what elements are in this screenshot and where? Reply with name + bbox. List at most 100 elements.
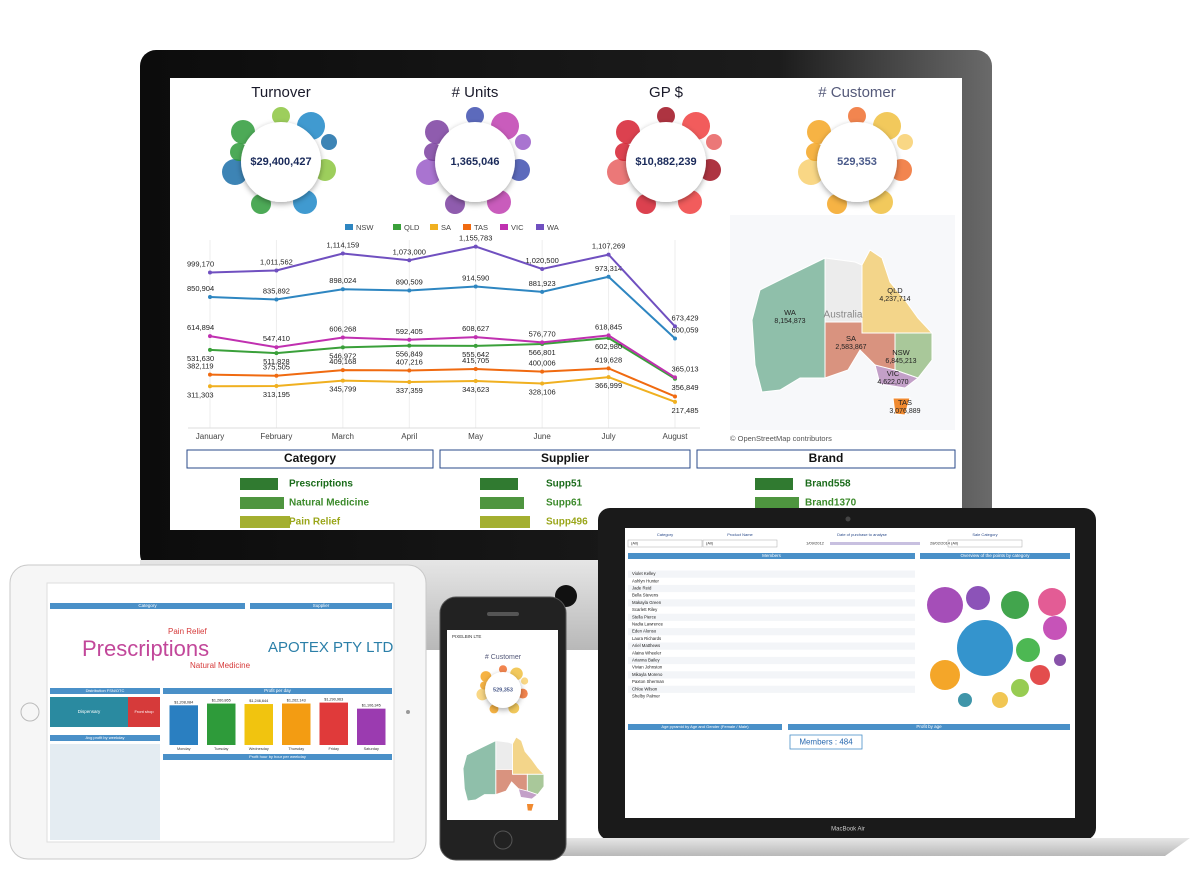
bar xyxy=(319,702,348,745)
x-tick-label: May xyxy=(468,432,483,441)
decor-bubble xyxy=(466,107,484,125)
row-stripe xyxy=(628,613,915,621)
section-title: Brand xyxy=(809,451,844,465)
count-label: Members : 484 xyxy=(799,738,853,747)
map-label: Australia xyxy=(824,310,863,321)
decor-bubble xyxy=(706,134,722,150)
data-point xyxy=(673,324,677,329)
panel-header xyxy=(163,754,392,760)
state-name: WA xyxy=(784,308,796,317)
dropdown[interactable] xyxy=(702,539,778,548)
data-point xyxy=(340,287,345,292)
kpi-value: 529,353 xyxy=(837,156,877,168)
data-label: 343,623 xyxy=(462,385,489,394)
data-point xyxy=(407,343,412,348)
kpi-circle xyxy=(435,122,515,202)
decor-bubble xyxy=(992,692,1008,708)
member-name: Makayla Green xyxy=(632,600,662,605)
row-stripe xyxy=(628,642,915,650)
date-slider[interactable] xyxy=(830,542,920,545)
kpi-circle xyxy=(626,122,706,202)
data-label: 382,119 xyxy=(187,362,214,371)
panel-header xyxy=(50,688,160,694)
state-value: 2,583,867 xyxy=(835,344,866,351)
decor-bubble xyxy=(521,677,529,685)
map-region xyxy=(892,397,911,416)
member-name: Alaina Wheeler xyxy=(632,650,662,655)
row-stripe xyxy=(628,599,915,607)
panel-header xyxy=(250,603,392,609)
row-stripe xyxy=(628,656,915,665)
panel-title: Age pyramid by Age and Gender (Female / … xyxy=(661,724,749,729)
data-label: 999,170 xyxy=(187,259,214,268)
series-line xyxy=(209,245,676,328)
series-line xyxy=(209,275,676,340)
section-header xyxy=(439,449,691,469)
panel-header xyxy=(50,735,160,741)
series-line xyxy=(209,376,676,403)
kpi-title: # Customer xyxy=(818,84,896,101)
data-point xyxy=(540,289,545,294)
data-label: 914,590 xyxy=(462,273,489,282)
dropdown[interactable] xyxy=(627,539,703,548)
state-name: SA xyxy=(846,334,856,343)
data-label: 555,642 xyxy=(462,350,489,359)
data-point xyxy=(208,347,212,352)
decor-bubble xyxy=(957,620,1013,676)
data-label: $1,262,143 xyxy=(287,699,306,703)
decor-bubble xyxy=(657,107,675,125)
decor-bubble xyxy=(848,107,866,125)
legend-swatch xyxy=(393,224,401,230)
podium-icon xyxy=(480,497,524,509)
row-stripe xyxy=(628,570,915,578)
data-label: 608,627 xyxy=(462,324,489,333)
data-point xyxy=(473,284,478,289)
data-label: 345,799 xyxy=(329,385,356,394)
state-value: 4,237,714 xyxy=(879,296,910,303)
section-header xyxy=(696,449,956,469)
series-line xyxy=(209,367,676,398)
panel-header xyxy=(628,553,915,559)
legend-label: TAS xyxy=(474,223,488,232)
data-point xyxy=(673,336,677,341)
panel-title: Profit hour by hour per weekday xyxy=(249,754,306,759)
member-name: Paxton Sherman xyxy=(632,679,665,684)
data-label: 400,006 xyxy=(529,359,556,368)
data-point xyxy=(208,270,212,275)
bar xyxy=(207,703,236,745)
data-point xyxy=(673,375,677,380)
decor-bubble xyxy=(1043,616,1067,640)
member-name: Bella Stevens xyxy=(632,593,658,598)
decor-bubble xyxy=(1030,665,1050,685)
podium-icon xyxy=(755,497,799,509)
laptop-base xyxy=(505,838,1190,856)
data-point xyxy=(540,381,545,386)
row-stripe xyxy=(628,584,915,593)
decor-bubble xyxy=(321,134,337,150)
ranking-item: Supp61 xyxy=(546,498,583,509)
panel-title: Distribution FSN/OTC xyxy=(86,688,125,693)
kpi-value: 1,365,046 xyxy=(451,156,500,168)
data-label: $1,106,345 xyxy=(362,704,381,708)
dropdown[interactable] xyxy=(947,539,1023,548)
member-name: Violet Kelley xyxy=(632,571,656,576)
legend-label: SA xyxy=(441,223,451,232)
bar xyxy=(169,705,198,745)
data-label: 337,359 xyxy=(396,386,423,395)
data-label: 973,314 xyxy=(595,264,622,273)
data-point xyxy=(407,258,412,263)
data-label: 600,059 xyxy=(671,326,698,335)
member-name: Ariel Matthews xyxy=(632,643,660,648)
series-line xyxy=(209,334,676,379)
legend-label: QLD xyxy=(404,223,420,232)
bar xyxy=(357,708,386,745)
word: APOTEX PTY LTD xyxy=(268,639,393,656)
word: Prescriptions xyxy=(82,636,209,661)
panel-header xyxy=(163,688,392,694)
decor-bubble xyxy=(480,671,492,682)
decor-bubble xyxy=(1011,679,1029,697)
kpi-circle xyxy=(485,672,521,708)
data-point xyxy=(407,337,412,342)
data-point xyxy=(208,372,212,377)
panel-header xyxy=(788,724,1070,730)
